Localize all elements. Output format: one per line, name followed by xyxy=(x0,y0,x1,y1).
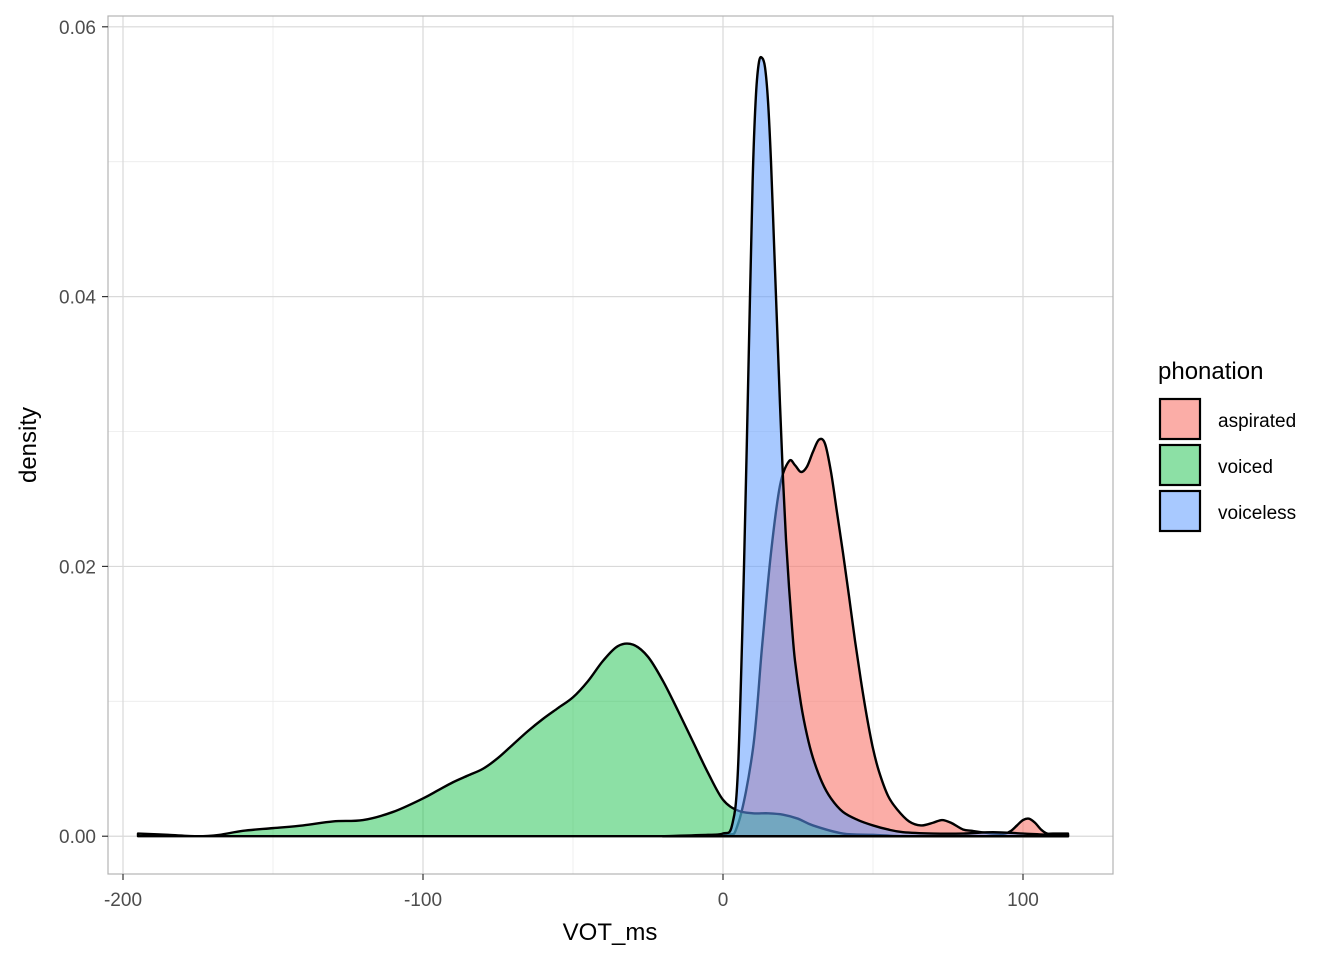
legend-label-voiceless: voiceless xyxy=(1218,503,1296,524)
y-tick-label: 0.02 xyxy=(59,557,96,578)
plot-panel-background xyxy=(108,16,1113,874)
legend-key-aspirated xyxy=(1158,397,1202,441)
series-voiceless xyxy=(661,55,1070,838)
x-tick-label: -100 xyxy=(404,890,442,911)
density-area-voiced xyxy=(138,643,1068,837)
x-tick-label: 0 xyxy=(718,890,729,911)
y-axis-tick-labels: 0.00 0.02 0.04 0.06 xyxy=(59,18,96,848)
legend-key-voiced xyxy=(1158,443,1202,487)
legend-items: aspirated voiced voiceless xyxy=(1158,397,1296,533)
y-tick-label: 0.00 xyxy=(59,827,96,848)
minor-gridlines xyxy=(108,16,1113,874)
y-tick-label: 0.04 xyxy=(59,288,96,309)
density-outline-voiceless xyxy=(661,55,1070,838)
legend: phonation aspirated voiced voiceless xyxy=(1158,358,1296,533)
legend-item-aspirated: aspirated xyxy=(1158,397,1296,441)
density-outline-aspirated xyxy=(661,437,1070,838)
x-axis-title: VOT_ms xyxy=(563,919,658,946)
density-series xyxy=(136,55,1070,838)
y-axis-title: density xyxy=(15,407,42,483)
density-area-voiceless xyxy=(663,57,1068,837)
legend-item-voiced: voiced xyxy=(1158,443,1273,487)
y-tick-label: 0.06 xyxy=(59,18,96,39)
axis-ticks xyxy=(102,26,1024,880)
legend-item-voiceless: voiceless xyxy=(1158,489,1296,533)
legend-label-aspirated: aspirated xyxy=(1218,411,1296,432)
legend-title: phonation xyxy=(1158,358,1263,385)
legend-label-voiced: voiced xyxy=(1218,457,1273,478)
legend-key-voiceless xyxy=(1158,489,1202,533)
x-tick-label: 100 xyxy=(1007,890,1039,911)
x-axis-tick-labels: -200 -100 0 100 xyxy=(104,890,1039,911)
x-tick-label: -200 xyxy=(104,890,142,911)
plot-panel-border xyxy=(107,15,1114,875)
